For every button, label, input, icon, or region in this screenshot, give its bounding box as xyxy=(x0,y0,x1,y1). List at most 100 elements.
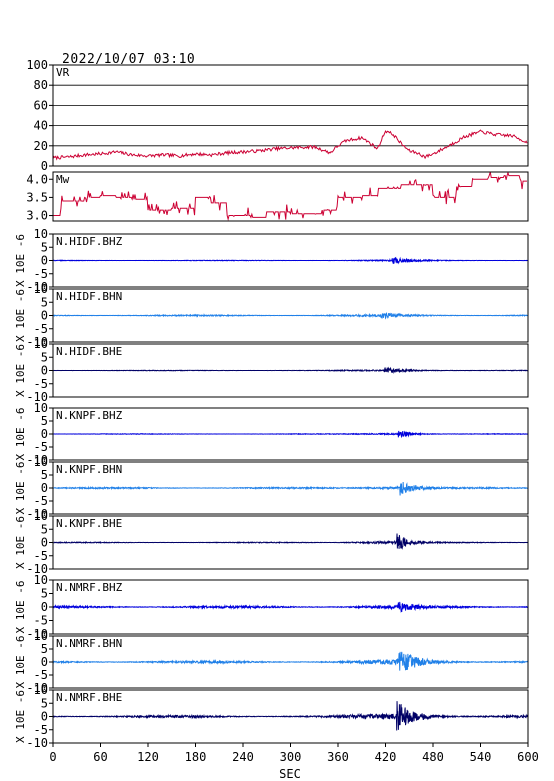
panel-label: N.HIDF.BHZ xyxy=(56,235,123,248)
y-tick-label: -5 xyxy=(34,322,48,336)
y-tick-label: 80 xyxy=(34,78,48,92)
x-axis-label: SEC xyxy=(279,767,301,781)
y-tick-label: 10 xyxy=(34,227,48,241)
panel-frame xyxy=(52,635,529,689)
y-tick-label: 10 xyxy=(34,337,48,351)
panel-vr: 100 80 60 40 20 0 VR xyxy=(26,58,529,173)
series-line xyxy=(53,312,528,320)
panel-frame xyxy=(52,288,529,343)
panel-frame xyxy=(52,233,529,288)
series-line xyxy=(53,256,528,265)
y-tick-label: 3.0 xyxy=(26,209,48,223)
y-tick-label: 0 xyxy=(41,364,48,378)
y-tick-label: -5 xyxy=(34,494,48,508)
y-tick-label: 4.0 xyxy=(26,172,48,186)
y-tick-label: 5 xyxy=(41,587,48,601)
y-axis-label: X 10E -6 xyxy=(14,636,27,689)
y-tick-label: -10 xyxy=(26,736,48,750)
y-axis-label: X 10E -6 xyxy=(14,462,27,515)
y-tick-label: 0 xyxy=(41,309,48,323)
y-tick-label: 0 xyxy=(41,481,48,495)
y-tick-label: 10 xyxy=(34,401,48,415)
series-line xyxy=(53,533,528,550)
y-tick-label: -5 xyxy=(34,549,48,563)
x-tick-label: 300 xyxy=(280,750,302,764)
panel-label: N.HIDF.BHN xyxy=(56,290,122,303)
y-axis-label: X 10E -6 xyxy=(14,581,27,634)
y-tick-label: 5 xyxy=(41,350,48,364)
y-tick-label: 10 xyxy=(34,282,48,296)
y-tick-label: 10 xyxy=(34,509,48,523)
panel-label: N.NMRF.BHE xyxy=(56,691,122,704)
y-tick-label: 60 xyxy=(34,98,48,112)
y-tick-label: -10 xyxy=(26,627,48,641)
y-tick-label: 10 xyxy=(34,573,48,587)
x-tick-label: 0 xyxy=(49,750,56,764)
panel-frame xyxy=(52,515,529,570)
panel-frame xyxy=(52,579,529,635)
y-tick-label: 3.5 xyxy=(26,190,48,204)
y-axis-label: X 10E -6 xyxy=(14,344,27,397)
panel-frame xyxy=(52,171,529,222)
y-tick-label: 10 xyxy=(34,629,48,643)
y-tick-label: -5 xyxy=(34,267,48,281)
panel-label: N.NMRF.BHN xyxy=(56,637,122,650)
series-line xyxy=(53,601,528,613)
y-tick-label: 40 xyxy=(34,119,48,133)
y-tick-label: -5 xyxy=(34,723,48,737)
y-tick-label: 5 xyxy=(41,696,48,710)
panel-frame xyxy=(52,407,529,461)
x-tick-label: 540 xyxy=(470,750,492,764)
x-tick-label: 420 xyxy=(375,750,397,764)
panel-label: N.KNPF.BHZ xyxy=(56,409,123,422)
y-tick-label: -10 xyxy=(26,335,48,349)
panel-label: N.HIDF.BHE xyxy=(56,345,122,358)
x-tick-label: 60 xyxy=(93,750,107,764)
y-tick-label: -10 xyxy=(26,507,48,521)
y-tick-label: 10 xyxy=(34,683,48,697)
y-axis-label: X 10E -6 xyxy=(14,289,27,342)
y-axis-label: X 10E -6 xyxy=(14,234,27,287)
y-tick-label: 5 xyxy=(41,468,48,482)
panel-label: VR xyxy=(56,66,70,79)
y-tick-label: -10 xyxy=(26,681,48,695)
series-line xyxy=(53,129,528,161)
chart-title: 2022/10/07 03:10 xyxy=(62,52,195,67)
y-tick-label: 0 xyxy=(41,159,48,173)
y-tick-label: 5 xyxy=(41,642,48,656)
y-tick-label: -5 xyxy=(34,614,48,628)
y-tick-label: 5 xyxy=(41,295,48,309)
y-tick-label: -5 xyxy=(34,440,48,454)
panel-label: N.NMRF.BHZ xyxy=(56,581,123,594)
y-tick-label: 5 xyxy=(41,240,48,254)
y-tick-label: 10 xyxy=(34,455,48,469)
y-tick-label: -5 xyxy=(34,668,48,682)
y-tick-label: -10 xyxy=(26,453,48,467)
y-tick-label: 5 xyxy=(41,414,48,428)
y-tick-label: 0 xyxy=(41,427,48,441)
panel-frame xyxy=(52,343,529,398)
y-axis-label: X 10E -6 xyxy=(14,516,27,569)
y-tick-label: -5 xyxy=(34,377,48,391)
series-line xyxy=(53,172,528,221)
x-tick-label: 360 xyxy=(327,750,349,764)
panel-label: N.KNPF.BHN xyxy=(56,463,122,476)
y-tick-label: 100 xyxy=(26,58,48,72)
series-line xyxy=(53,366,528,375)
panel-label: Mw xyxy=(56,173,70,186)
x-tick-label: 600 xyxy=(517,750,539,764)
panel-label: N.KNPF.BHE xyxy=(56,517,122,530)
y-tick-label: 5 xyxy=(41,522,48,536)
y-tick-label: 0 xyxy=(41,600,48,614)
